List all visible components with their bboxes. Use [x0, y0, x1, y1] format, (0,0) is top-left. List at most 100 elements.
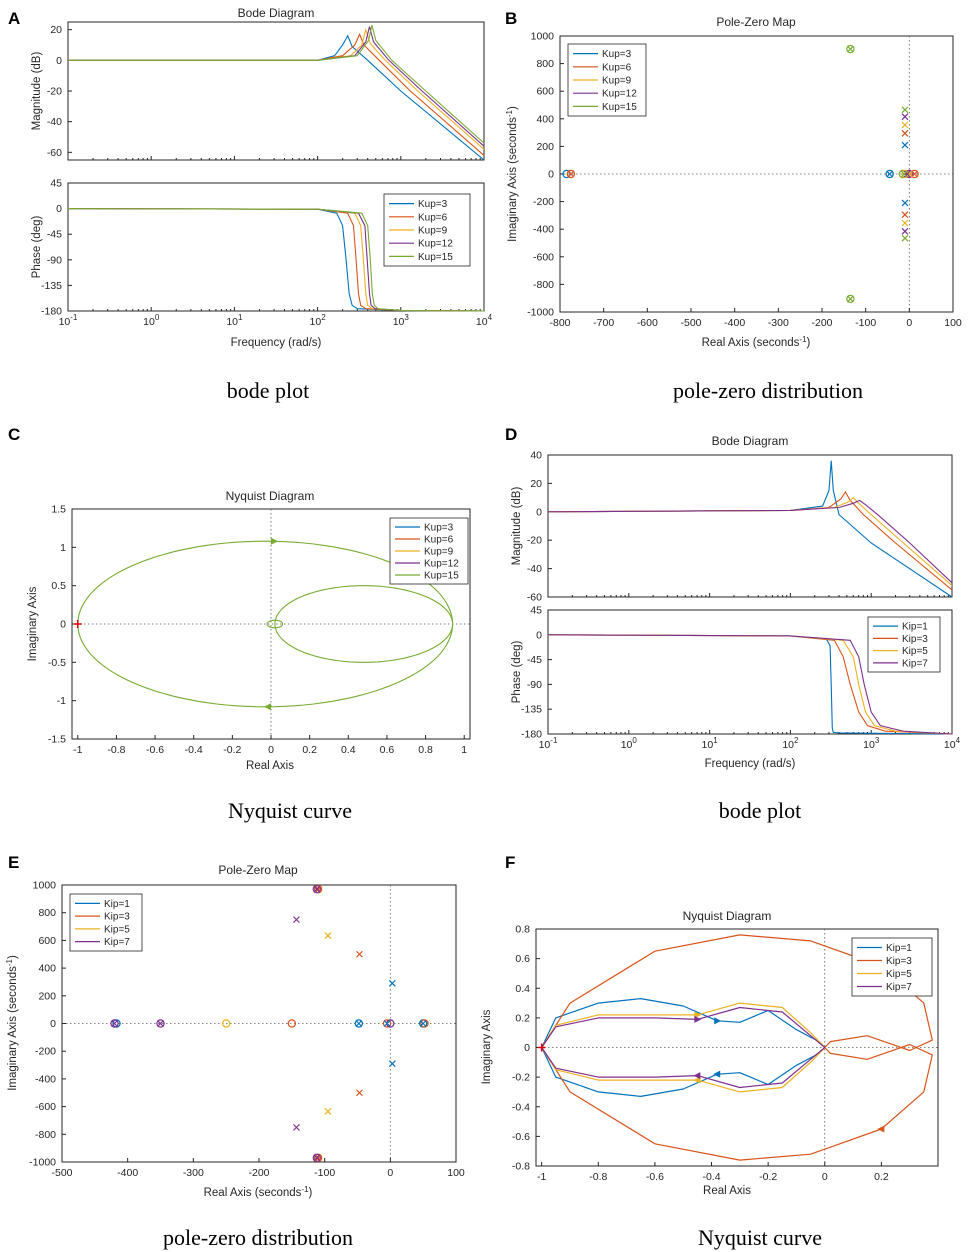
D-mag-series-Kip=7: [547, 499, 953, 584]
C-xtick-label: 0.8: [418, 744, 433, 756]
D-mag-series-Kip=1: [547, 460, 953, 598]
D-mag-ytick-label: 40: [530, 450, 542, 462]
E-ytick-label: 0: [50, 1018, 56, 1030]
F-xtick-label: -0.8: [589, 1171, 607, 1183]
B-ylabel-sup: -1: [505, 110, 514, 118]
panel-letter-A: A: [8, 9, 20, 28]
A-title: Bode Diagram: [238, 6, 315, 20]
B-pole-marker-17: [567, 170, 575, 178]
E-zero-marker-13: [420, 1019, 429, 1028]
E-pole-marker-6: [293, 916, 300, 924]
B-pole-marker-14: [905, 170, 913, 178]
A-mag-ytick-label: -40: [47, 116, 62, 128]
E-ytick-label: -200: [35, 1046, 56, 1058]
F-title: Nyquist Diagram: [683, 909, 772, 923]
E-pole-marker-2: [356, 950, 363, 958]
A-phase-ytick-label: 45: [50, 178, 62, 190]
E-ytick-label: 400: [38, 963, 56, 975]
B-legend-label-1: Kup=3: [602, 49, 632, 60]
C-legend-label-1: Kup=3: [424, 523, 454, 534]
panel-letter-E: E: [8, 853, 19, 872]
E-pole-marker-5: [324, 1108, 332, 1115]
B-ylabel-end: ): [507, 106, 519, 110]
D-phase-ytick-label: -90: [527, 679, 542, 691]
E-pole-marker-16: [157, 1020, 164, 1027]
F-xlabel: Real Axis: [703, 1185, 751, 1197]
E-pole-marker-12: [355, 1020, 363, 1027]
F-arrow-bottom-Kip=1: [713, 1070, 721, 1078]
B-ytick-label: 800: [536, 58, 554, 70]
E-ytick-label: 200: [38, 990, 56, 1002]
E-ylabel: Imaginary Axis (seconds-1): [5, 955, 19, 1091]
E-pole-marker-11: [313, 1154, 321, 1162]
panel-letter-D: D: [505, 425, 517, 444]
B-ytick-label: 200: [536, 141, 554, 153]
A-phase-xtick-label: 100: [143, 313, 160, 328]
D-mag-ytick-label: 0: [536, 506, 542, 518]
E-legend-label-3: Kip=5: [104, 924, 130, 935]
E-pole-marker-10: [313, 885, 321, 893]
B-ytick-label: -1000: [527, 307, 554, 319]
B-pole-marker-4: [901, 121, 909, 129]
F-legend-label-4: Kip=7: [886, 982, 912, 993]
A-phase-ytick-label: -135: [41, 280, 62, 292]
A-phase-xtick-label: 104: [476, 313, 493, 328]
B-xlabel: Real Axis (seconds-1): [702, 335, 811, 349]
E-xtick-label: -100: [314, 1167, 335, 1179]
E-zero-marker-7: [221, 1019, 231, 1028]
E-xtick-label: 0: [387, 1167, 393, 1179]
C-arrow-top: [271, 537, 278, 545]
B-xtick-label: -700: [593, 317, 614, 329]
D-phase-xtick-label: 102: [782, 736, 799, 751]
C-nyquist-right-loop: [274, 585, 454, 663]
A-phase-xtick-exp: 2: [321, 313, 326, 322]
D-mag-ylabel: Magnitude (dB): [511, 487, 523, 566]
D-phase-xtick-exp: 1: [713, 736, 718, 745]
F-legend-label-1: Kip=1: [886, 943, 912, 954]
D-phase-xtick-exp: -1: [550, 736, 558, 745]
B-ytick-label: -200: [533, 196, 554, 208]
D-mag-ytick-label: 20: [530, 478, 542, 490]
B-pole-marker-3: [901, 211, 909, 219]
A-phase-xtick-exp: 0: [155, 313, 160, 322]
B-ytick-label: -800: [533, 279, 554, 291]
D-phase-xtick-exp: 4: [956, 736, 961, 745]
F-xtick-label: -0.2: [759, 1171, 777, 1183]
E-zero-marker-8: [287, 1019, 297, 1028]
A-phase-ytick-label: -90: [47, 254, 62, 266]
A-mag-ytick-label: -60: [47, 147, 62, 159]
B-zero-marker-1: [846, 294, 855, 304]
E-pole-marker-13: [111, 1020, 118, 1027]
E-xtick-label: 100: [447, 1167, 465, 1179]
B-pole-marker-16: [900, 170, 908, 178]
E-pole-marker-7: [293, 1123, 300, 1131]
E-xtick-label: -300: [183, 1167, 204, 1179]
E-legend-label-1: Kip=1: [104, 899, 130, 910]
B-xtick-label: 0: [906, 317, 912, 329]
C-ytick-label: 0: [60, 619, 66, 631]
C-xlabel: Real Axis: [246, 760, 294, 772]
C-arrow-bottom: [264, 703, 271, 711]
C-xtick-label: -0.8: [107, 744, 125, 756]
F-ytick-label: -0.6: [512, 1131, 530, 1143]
C-title: Nyquist Diagram: [226, 489, 315, 503]
F-xtick-label: -1: [537, 1171, 546, 1183]
E-ytick-label: 1000: [33, 880, 57, 892]
A-phase-xtick-exp: 4: [488, 313, 493, 322]
B-pole-marker-10: [846, 45, 854, 53]
A-phase-xtick-label: 101: [226, 313, 243, 328]
A-legend-label-3: Kup=9: [418, 226, 448, 237]
C-xtick-label: 0.4: [341, 744, 356, 756]
B-ytick-label: 600: [536, 86, 554, 98]
C-ytick-label: 0.5: [51, 580, 66, 592]
A-magnitude-axes: [67, 21, 485, 161]
E-ytick-label: -600: [35, 1101, 56, 1113]
F-xtick-label: 0: [822, 1171, 828, 1183]
D-legend-label-2: Kip=3: [902, 634, 928, 645]
caption-F: Nyquist curve: [698, 1225, 822, 1250]
E-title: Pole-Zero Map: [218, 863, 298, 877]
C-xtick-label: -1: [73, 744, 82, 756]
F-arrow-bottom-Kip=3: [877, 1125, 885, 1133]
A-phase-xtick-exp: -1: [70, 313, 78, 322]
